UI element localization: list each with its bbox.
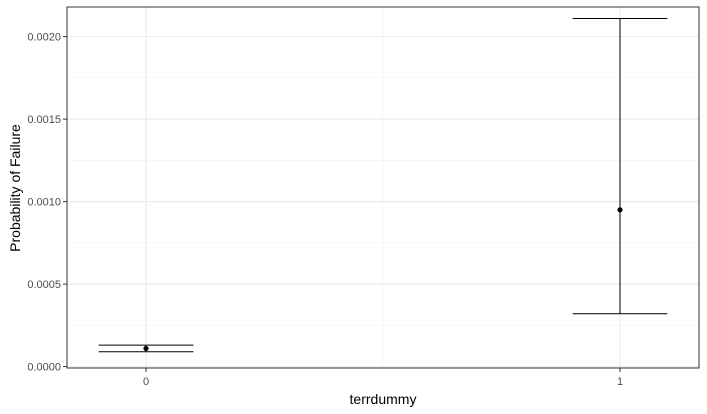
y-tick-label: 0.0000 bbox=[27, 362, 61, 374]
y-tick-label: 0.0020 bbox=[27, 32, 61, 44]
x-axis-title: terrdummy bbox=[350, 391, 417, 407]
x-tick-label: 0 bbox=[143, 376, 149, 388]
plot-border bbox=[66, 6, 700, 369]
x-tick-label: 1 bbox=[617, 376, 623, 388]
data-points bbox=[143, 207, 623, 352]
data-point bbox=[143, 345, 149, 352]
y-tick-label: 0.0015 bbox=[27, 114, 61, 126]
error-bars bbox=[98, 17, 668, 353]
y-tick-label: 0.0010 bbox=[27, 197, 61, 209]
y-axis-title: Probability of Failure bbox=[7, 124, 23, 252]
y-axis-ticks: 0.0000 0.0005 0.0010 0.0015 0.0020 bbox=[27, 32, 67, 374]
data-point bbox=[617, 207, 623, 213]
y-tick-label: 0.0005 bbox=[27, 279, 61, 291]
